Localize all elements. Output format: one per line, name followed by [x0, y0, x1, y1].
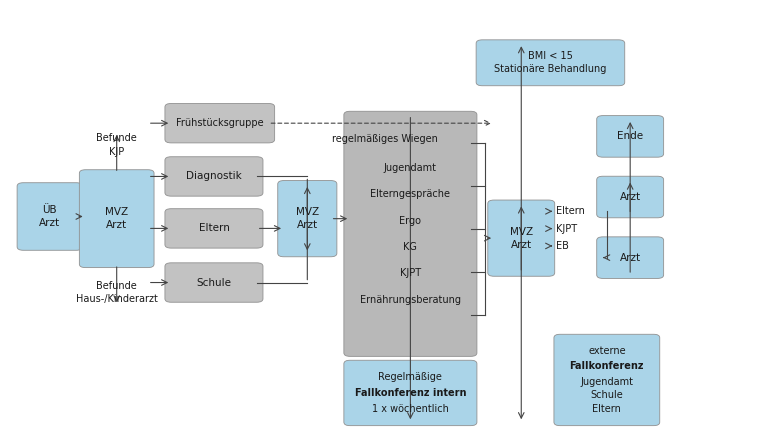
Text: MVZ
Arzt: MVZ Arzt [296, 207, 319, 230]
Text: regelmäßiges Wiegen: regelmäßiges Wiegen [332, 134, 438, 144]
FancyBboxPatch shape [165, 263, 263, 302]
Text: Arzt: Arzt [619, 252, 641, 263]
FancyBboxPatch shape [597, 237, 664, 278]
Text: KJPT: KJPT [556, 223, 577, 234]
Text: Fallkonferenz intern: Fallkonferenz intern [355, 388, 466, 398]
Text: 1 x wöchentlich: 1 x wöchentlich [372, 404, 449, 414]
FancyBboxPatch shape [165, 209, 263, 248]
Text: Eltern: Eltern [592, 404, 622, 414]
Text: ÜB
Arzt: ÜB Arzt [39, 205, 61, 228]
FancyBboxPatch shape [165, 157, 263, 196]
Text: Befunde
KJP: Befunde KJP [96, 133, 137, 157]
Text: Arzt: Arzt [619, 192, 641, 202]
Text: externe: externe [588, 346, 626, 356]
Text: Schule: Schule [197, 278, 231, 288]
FancyBboxPatch shape [488, 200, 555, 276]
Text: Schule: Schule [591, 390, 623, 400]
Text: MVZ
Arzt: MVZ Arzt [510, 226, 533, 250]
FancyBboxPatch shape [344, 360, 477, 426]
Text: Fallkonferenz: Fallkonferenz [569, 362, 644, 372]
FancyBboxPatch shape [597, 176, 664, 218]
FancyBboxPatch shape [165, 103, 275, 143]
FancyBboxPatch shape [79, 170, 154, 268]
Text: Frühstücksgruppe: Frühstücksgruppe [176, 118, 264, 128]
Text: Diagnostik: Diagnostik [186, 171, 242, 181]
FancyBboxPatch shape [597, 116, 664, 157]
Text: BMI < 15
Stationäre Behandlung: BMI < 15 Stationäre Behandlung [494, 51, 607, 74]
FancyBboxPatch shape [476, 40, 625, 86]
Text: MVZ
Arzt: MVZ Arzt [105, 207, 128, 230]
Text: Jugendamt

Elterngespräche

Ergo

KG

KJPT

Ernährungsberatung: Jugendamt Elterngespräche Ergo KG KJPT E… [360, 163, 461, 305]
FancyBboxPatch shape [17, 183, 82, 250]
Text: Eltern: Eltern [198, 223, 230, 233]
FancyBboxPatch shape [344, 111, 477, 356]
Text: Ende: Ende [617, 131, 643, 142]
FancyBboxPatch shape [554, 334, 660, 426]
FancyBboxPatch shape [278, 181, 337, 257]
Text: Jugendamt: Jugendamt [580, 377, 633, 387]
Text: Eltern: Eltern [556, 206, 585, 216]
Text: Regelmäßige: Regelmäßige [378, 372, 443, 381]
Text: EB: EB [556, 241, 569, 251]
Text: Befunde
Haus-/Kinderarzt: Befunde Haus-/Kinderarzt [75, 281, 158, 304]
